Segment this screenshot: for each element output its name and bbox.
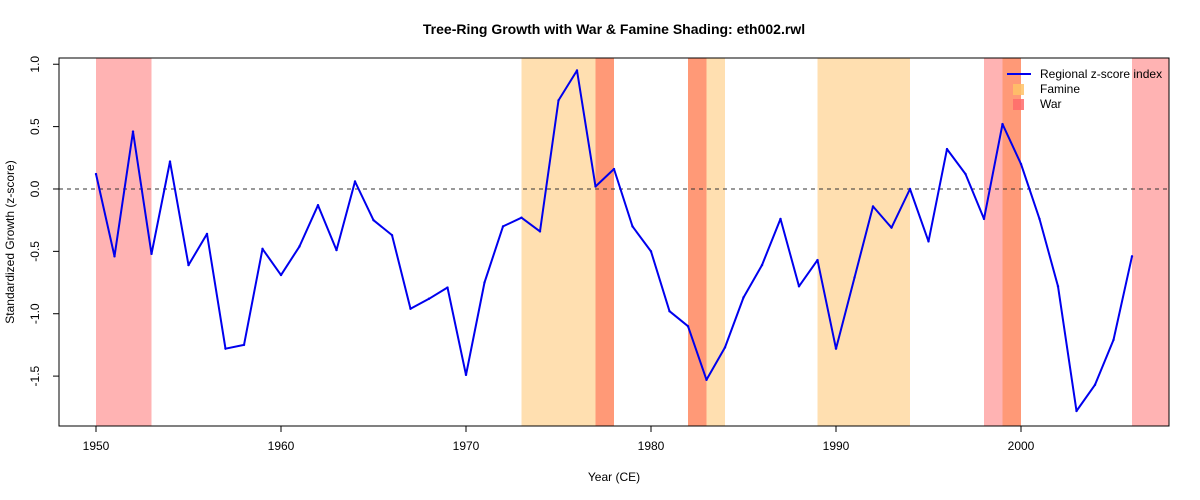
data-point	[908, 187, 912, 191]
x-tick-label: 1960	[268, 439, 295, 453]
data-point	[390, 233, 394, 237]
war-famine-band	[688, 58, 707, 426]
data-point	[871, 205, 875, 208]
data-point	[964, 172, 967, 176]
data-point	[1130, 255, 1134, 258]
shading-layer	[96, 58, 1169, 426]
data-point	[1093, 383, 1097, 387]
data-point	[575, 69, 579, 72]
data-point	[594, 185, 597, 188]
data-point	[353, 180, 357, 183]
x-tick-label: 1950	[83, 439, 110, 453]
legend-box-swatch	[1013, 99, 1024, 110]
data-point	[1056, 285, 1060, 288]
x-tick-label: 1980	[638, 439, 665, 453]
series-layer	[94, 69, 1134, 413]
famine-band	[706, 58, 725, 426]
y-axis-label: Standardized Growth (z-score)	[3, 160, 17, 323]
x-axis-label: Year (CE)	[588, 470, 640, 484]
y-tick-label: 0.5	[28, 118, 42, 135]
data-point	[520, 216, 523, 219]
data-point	[1112, 338, 1115, 342]
data-point	[668, 310, 671, 313]
chart-title: Tree-Ring Growth with War & Famine Shadi…	[423, 21, 805, 37]
data-point	[409, 307, 412, 310]
y-tick-label: -0.5	[28, 241, 42, 262]
data-point	[279, 273, 283, 277]
data-point	[649, 250, 653, 253]
data-point	[797, 285, 801, 288]
data-point	[501, 225, 505, 228]
data-point	[945, 147, 949, 151]
war-band	[96, 58, 152, 426]
x-tick-label: 1990	[823, 439, 850, 453]
war-famine-band	[595, 58, 614, 426]
y-axis: -1.5 -1.0 -0.5 0.0 0.5 1.0	[28, 56, 60, 386]
data-point	[187, 263, 190, 267]
data-point	[834, 347, 838, 350]
data-point	[427, 297, 431, 300]
data-point	[316, 204, 320, 207]
data-point	[94, 172, 98, 176]
data-point	[1001, 122, 1004, 126]
legend-label: Regional z-score index	[1040, 67, 1162, 81]
data-point	[723, 346, 727, 349]
data-point	[612, 167, 616, 171]
x-axis: 1950 1960 1970 1980 1990 2000	[83, 425, 1035, 453]
data-point	[705, 378, 708, 382]
data-point	[150, 252, 153, 256]
data-point	[131, 130, 135, 133]
war-band	[1132, 58, 1169, 426]
data-point	[557, 99, 560, 102]
legend-box-swatch	[1013, 84, 1024, 95]
data-point	[1019, 162, 1023, 166]
data-point	[335, 248, 338, 252]
data-point	[742, 296, 745, 299]
y-tick-label: -1.5	[28, 365, 42, 386]
y-tick-label: -1.0	[28, 303, 42, 324]
data-point	[816, 258, 819, 262]
data-point	[1075, 409, 1078, 413]
war-band	[984, 58, 1003, 426]
data-point	[446, 286, 449, 289]
data-point	[113, 255, 116, 258]
data-point	[890, 226, 893, 229]
data-point	[686, 325, 690, 328]
data-point	[853, 276, 856, 279]
data-point	[760, 263, 764, 267]
x-tick-label: 1970	[453, 439, 480, 453]
data-point	[205, 232, 209, 236]
data-point	[927, 240, 930, 243]
war-famine-band	[1002, 58, 1021, 426]
x-tick-label: 2000	[1008, 439, 1035, 453]
legend-label: War	[1040, 97, 1062, 111]
famine-band	[521, 58, 596, 426]
data-point	[168, 160, 172, 163]
y-tick-label: 1.0	[28, 56, 42, 73]
data-point	[372, 218, 375, 222]
data-point	[483, 281, 486, 284]
data-point	[779, 217, 782, 221]
data-point	[242, 343, 246, 347]
data-point	[631, 225, 634, 228]
legend-label: Famine	[1040, 82, 1080, 96]
data-point	[464, 373, 468, 377]
data-point	[224, 347, 227, 350]
data-point	[1038, 217, 1041, 221]
y-tick-label: 0.0	[28, 180, 42, 197]
data-point	[538, 230, 542, 233]
data-point	[982, 217, 986, 221]
data-point	[298, 245, 301, 248]
data-point	[261, 247, 264, 251]
